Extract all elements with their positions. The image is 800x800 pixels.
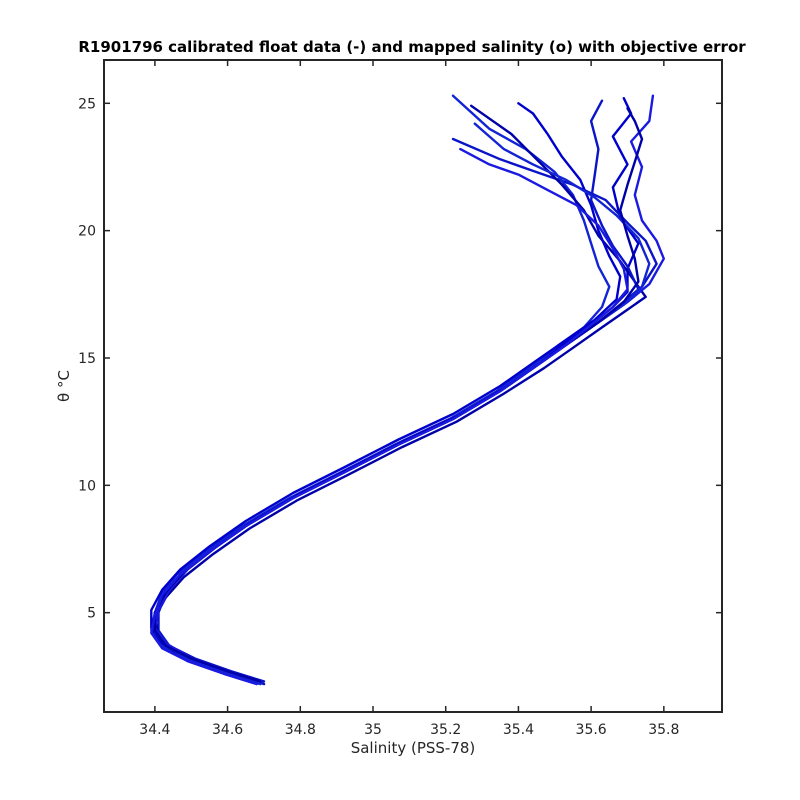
y-tick-label-5: 25 (78, 96, 96, 112)
x-tick-label-3: 34.8 (285, 722, 316, 738)
x-tick-label-1: 34.4 (139, 722, 170, 738)
x-tick-label-2: 34.6 (212, 722, 243, 738)
x-tick-label-5: 35.2 (430, 722, 461, 738)
x-tick-label-7: 35.6 (576, 722, 607, 738)
y-axis-label: θ °C (55, 370, 73, 402)
x-tick-label-6: 35.4 (503, 722, 534, 738)
series-line-10 (150, 147, 629, 686)
y-tick-label-4: 20 (78, 224, 96, 240)
plot-frame (103, 59, 723, 713)
y-tick-label-2: 10 (78, 478, 96, 494)
x-axis-label: Salinity (PSS-78) (351, 739, 476, 757)
x-axis-ticks: 34.4 34.6 34.8 35 35.2 35.4 35.6 35.8 (139, 60, 679, 738)
x-tick-label-4: 35 (364, 722, 382, 738)
x-tick-label-8: 35.8 (648, 722, 679, 738)
y-tick-label-1: 5 (87, 606, 96, 622)
series-line-4 (153, 104, 647, 686)
chart-title: R1901796 calibrated float data (-) and m… (78, 38, 746, 56)
y-tick-label-3: 15 (78, 351, 96, 367)
y-axis-ticks: 5 10 15 20 25 (78, 96, 722, 622)
series-layer (150, 94, 665, 686)
